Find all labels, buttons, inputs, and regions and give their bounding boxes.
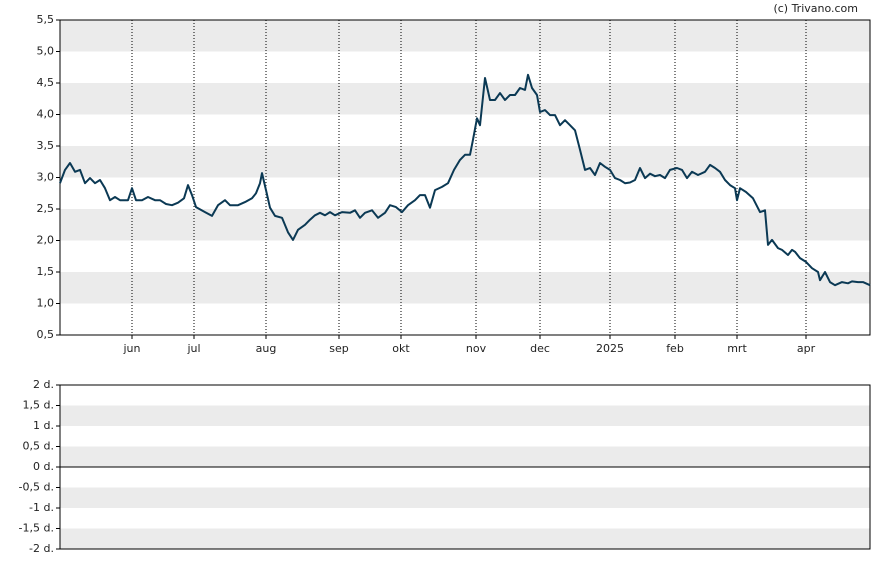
x-tick-label: jun xyxy=(123,342,141,355)
y-tick-label: 2,0 xyxy=(37,234,55,247)
y-tick-label: -2 d. xyxy=(29,542,54,555)
band xyxy=(60,405,870,426)
band xyxy=(60,209,870,241)
x-tick-label: sep xyxy=(329,342,348,355)
x-tick-label: mrt xyxy=(727,342,747,355)
x-tick-label: 2025 xyxy=(596,342,624,355)
y-tick-label: 0 d. xyxy=(33,460,54,473)
y-tick-label: 3,5 xyxy=(37,139,55,152)
band xyxy=(60,487,870,508)
x-tick-label: aug xyxy=(256,342,277,355)
plot-frame xyxy=(59,384,871,550)
y-tick-label: 1 d. xyxy=(33,419,54,432)
band xyxy=(60,83,870,115)
y-tick-label: -1 d. xyxy=(29,501,54,514)
band xyxy=(60,528,870,549)
y-tick-label: 4,5 xyxy=(37,76,55,89)
y-tick-label: 3,0 xyxy=(37,171,55,184)
band xyxy=(60,446,870,467)
x-tick-label: jul xyxy=(186,342,200,355)
y-tick-label: 5,0 xyxy=(37,45,55,58)
y-tick-label: 1,5 d. xyxy=(23,399,54,412)
y-tick-label: 0,5 xyxy=(37,328,55,341)
band xyxy=(60,146,870,178)
y-tick-label: 1,0 xyxy=(37,297,55,310)
band xyxy=(60,20,870,52)
x-tick-label: apr xyxy=(797,342,816,355)
x-tick-label: feb xyxy=(666,342,684,355)
y-tick-label: 1,5 xyxy=(37,265,55,278)
band xyxy=(60,272,870,304)
y-tick-label: 0,5 d. xyxy=(23,440,54,453)
x-tick-label: okt xyxy=(392,342,410,355)
y-tick-label: 4,0 xyxy=(37,108,55,121)
y-tick-label: -1,5 d. xyxy=(19,522,54,535)
x-tick-label: dec xyxy=(530,342,550,355)
y-tick-label: -0,5 d. xyxy=(19,481,54,494)
price-line xyxy=(59,73,871,287)
y-tick-label: 5,5 xyxy=(37,13,55,26)
plot-frame xyxy=(59,19,871,336)
y-tick-label: 2 d. xyxy=(33,378,54,391)
source: (c) Trivano.com xyxy=(773,2,858,15)
y-tick-label: 2,5 xyxy=(37,202,55,215)
x-tick-label: nov xyxy=(466,342,487,355)
